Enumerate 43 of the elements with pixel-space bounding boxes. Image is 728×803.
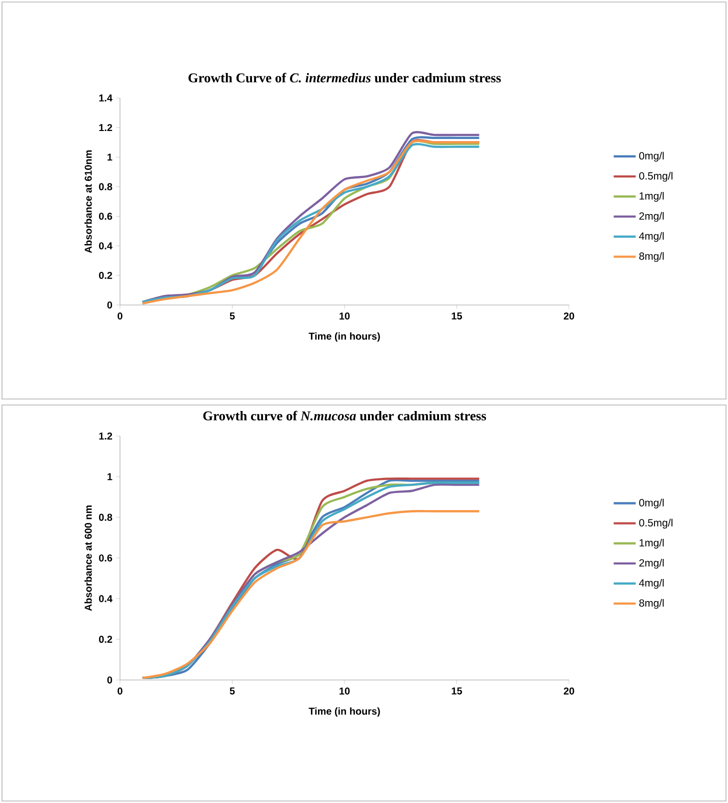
legend-label: 2mg/l	[639, 558, 664, 569]
legend-label: 0mg/l	[639, 498, 664, 508]
legend-label: 8mg/l	[639, 599, 664, 609]
y-tick-label: 1	[108, 473, 112, 480]
legend-label: 4mg/l	[639, 578, 664, 589]
y-tick-label: 1.4	[99, 94, 112, 102]
x-tick-label: 5	[230, 312, 235, 320]
legend-label: 1mg/l	[640, 538, 664, 549]
x-axis-title: Time (in hours)	[308, 707, 380, 717]
y-tick-label: 0.2	[99, 272, 112, 279]
y-tick-label: 0	[107, 301, 112, 309]
legend-label: 0.5mg/l	[639, 172, 672, 182]
legend-label: 4mg/l	[639, 232, 664, 242]
y-tick-label: 0.8	[99, 183, 112, 190]
y-axis-title: Absorbance at 610nm	[84, 150, 92, 254]
x-tick-label: 20	[564, 312, 574, 320]
y-tick-label: 0	[107, 676, 112, 684]
legend-label: 0.5mg/l	[639, 518, 672, 529]
x-tick-label: 10	[340, 688, 350, 695]
x-tick-label: 10	[340, 312, 350, 320]
legend-label: 1mg/l	[640, 192, 664, 202]
x-tick-label: 15	[452, 688, 462, 694]
y-tick-label: 0.4	[99, 595, 112, 602]
x-tick-label: 20	[564, 688, 574, 695]
y-tick-label: 1.2	[99, 124, 112, 132]
y-tick-label: 0.2	[99, 636, 112, 643]
x-tick-label: 5	[230, 688, 235, 694]
y-tick-label: 1	[108, 154, 112, 161]
x-axis-title: Time (in hours)	[308, 332, 380, 342]
y-tick-label: 0.6	[99, 212, 112, 220]
y-tick-label: 0.6	[99, 554, 112, 562]
x-tick-label: 0	[118, 312, 122, 320]
x-tick-label: 0	[118, 688, 122, 695]
legend-label: 8mg/l	[639, 252, 664, 262]
chart-title: Growth Curve of C. intermedius under cadmium stress	[188, 72, 501, 82]
legend-label: 0mg/l	[639, 152, 664, 162]
chart-title: Growth curve of N.mucosa under cadmium stress	[203, 410, 486, 420]
y-axis-title: Absorbance at 600 nm	[84, 505, 92, 611]
x-tick-label: 15	[452, 312, 462, 320]
y-tick-label: 0.4	[99, 242, 112, 250]
legend-label: 2mg/l	[639, 212, 664, 222]
y-tick-label: 0.8	[99, 514, 112, 521]
y-tick-label: 1.2	[99, 432, 112, 440]
